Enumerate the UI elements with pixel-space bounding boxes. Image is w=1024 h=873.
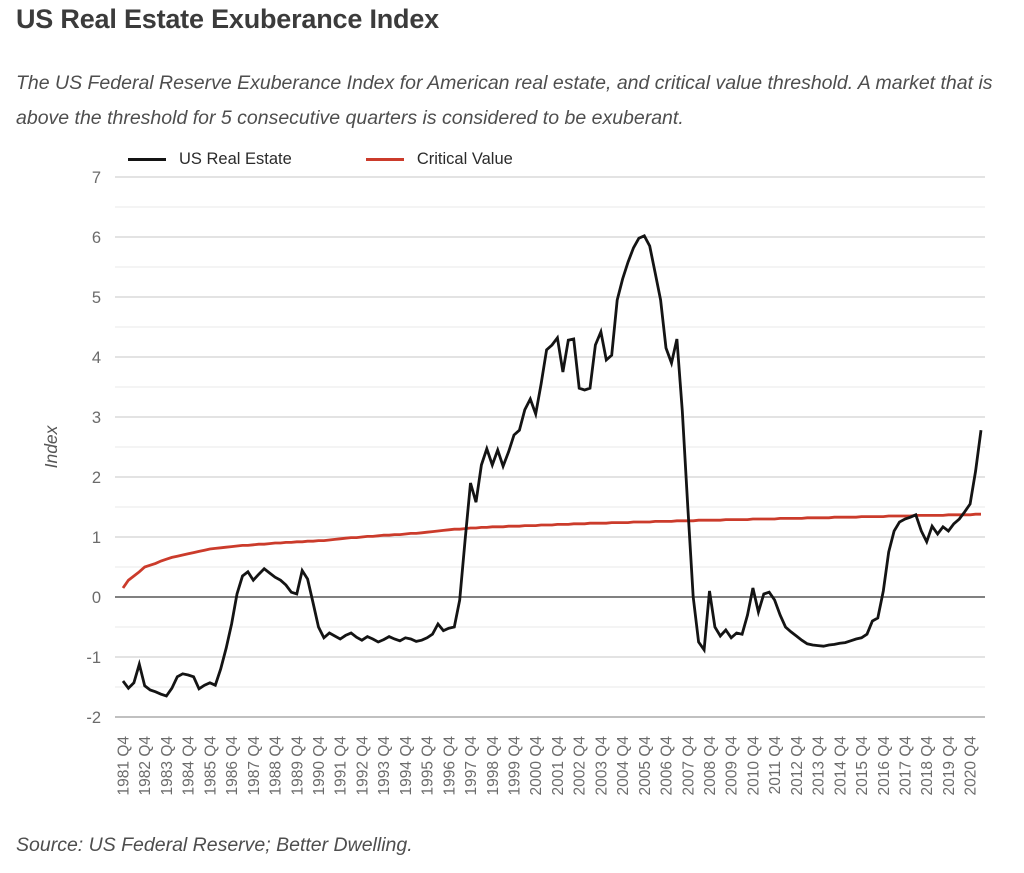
x-axis-tick-label: 2003 Q4 — [593, 736, 610, 796]
x-axis-tick-label: 2005 Q4 — [637, 736, 654, 796]
x-axis-tick-label: 1991 Q4 — [333, 736, 350, 796]
chart-legend: US Real Estate Critical Value — [128, 150, 513, 169]
x-axis-tick-label: 1998 Q4 — [485, 736, 502, 796]
x-axis-tick-label: 2014 Q4 — [832, 736, 849, 796]
y-axis-tick-label: 0 — [92, 589, 101, 607]
x-axis-tick-label: 2013 Q4 — [811, 736, 828, 796]
legend-label-critical-value: Critical Value — [416, 150, 513, 168]
x-axis-tick-label: 1983 Q4 — [159, 736, 176, 796]
x-axis-tick-label: 2008 Q4 — [702, 736, 719, 796]
x-axis-tick-label: 1985 Q4 — [202, 736, 219, 796]
x-axis-tick-label: 1994 Q4 — [398, 736, 415, 796]
x-axis-tick-label: 2009 Q4 — [724, 736, 741, 796]
y-axis-tick-label: 3 — [92, 409, 101, 427]
source-note: Source: US Federal Reserve; Better Dwell… — [16, 834, 413, 856]
x-axis-tick-label: 2019 Q4 — [941, 736, 958, 796]
legend-label-us-real-estate: US Real Estate — [179, 150, 292, 168]
y-axis-tick-label: 4 — [92, 349, 101, 367]
legend-item-critical-value: Critical Value — [365, 150, 513, 169]
x-axis-tick-label: 2001 Q4 — [550, 736, 567, 796]
y-axis-label: Index — [41, 424, 61, 468]
page-title: US Real Estate Exuberance Index — [16, 4, 439, 34]
x-axis-tick-label: 2006 Q4 — [659, 736, 676, 796]
x-axis-tick-label: 2016 Q4 — [876, 736, 893, 796]
us-real-estate-line-swatch — [128, 158, 166, 161]
y-axis-tick-label: 1 — [92, 529, 101, 547]
x-axis-tick-label: 2015 Q4 — [854, 736, 871, 796]
y-axis-tick-label: -1 — [86, 649, 101, 667]
x-axis-tick-label: 1987 Q4 — [246, 736, 263, 796]
us-real-estate-line — [121, 233, 983, 698]
x-axis-tick-label: 1990 Q4 — [311, 736, 328, 796]
x-axis-tick-label: 1995 Q4 — [420, 736, 437, 796]
x-axis-tick-label: 1996 Q4 — [441, 736, 458, 796]
x-axis-tick-label: 2010 Q4 — [745, 736, 762, 796]
x-axis-tick-label: 1988 Q4 — [268, 736, 285, 796]
critical-value-line-swatch — [365, 158, 404, 161]
x-axis-tick-label: 1981 Q4 — [116, 736, 133, 796]
y-axis-tick-label: 5 — [92, 289, 101, 307]
y-axis-tick-label: -2 — [86, 709, 101, 727]
chart-subtitle: The US Federal Reserve Exuberance Index … — [16, 72, 993, 129]
x-axis-tick-label: 2002 Q4 — [572, 736, 589, 796]
x-axis-tick-label: 2012 Q4 — [789, 736, 806, 796]
legend-item-us-real-estate: US Real Estate — [128, 150, 292, 169]
x-axis-tick-label: 2017 Q4 — [897, 736, 914, 796]
x-axis-tick-label: 2020 Q4 — [963, 736, 980, 796]
x-axis-tick-label: 1982 Q4 — [137, 736, 154, 796]
x-axis-tick-label: 1999 Q4 — [506, 736, 523, 796]
x-axis-tick-label: 2011 Q4 — [767, 736, 784, 795]
x-axis-tick-label: 2004 Q4 — [615, 736, 632, 796]
x-axis-tick-label: 1992 Q4 — [354, 736, 371, 796]
x-axis-tick-label: 2007 Q4 — [680, 736, 697, 796]
y-axis-tick-label: 2 — [92, 469, 101, 487]
x-axis-tick-label: 1984 Q4 — [181, 736, 198, 796]
x-axis-tick-label: 1986 Q4 — [224, 736, 241, 796]
critical-value-line — [121, 512, 981, 589]
y-axis-tick-label: 7 — [92, 169, 101, 187]
y-axis-tick-label: 6 — [92, 229, 101, 247]
x-axis-tick-label: 1997 Q4 — [463, 736, 480, 796]
x-axis-tick-label: 2018 Q4 — [919, 736, 936, 796]
x-axis-tick-label: 2000 Q4 — [528, 736, 545, 796]
x-axis-tick-label: 1989 Q4 — [289, 736, 306, 796]
x-axis-tick-label: 1993 Q4 — [376, 736, 393, 796]
